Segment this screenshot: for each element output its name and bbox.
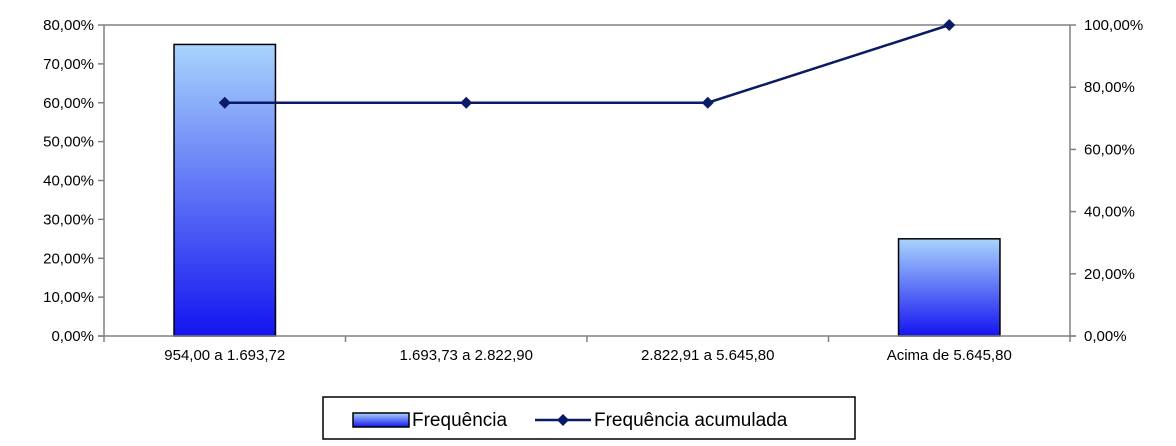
y-right-tick-label: 100,00% — [1084, 17, 1143, 34]
bar — [173, 43, 277, 337]
y-left-tick-label: 0,00% — [51, 328, 94, 345]
y-right-tick-label: 60,00% — [1084, 141, 1135, 158]
y-left-tick-label: 20,00% — [43, 250, 94, 267]
y-left-tick-label: 40,00% — [43, 173, 94, 190]
cumulative-line — [224, 23, 950, 104]
y-right-tick-label: 40,00% — [1084, 204, 1135, 221]
legend-marker-acumulada — [557, 414, 569, 426]
y-left-tick-label: 50,00% — [43, 134, 94, 151]
x-tick-label: Acima de 5.645,80 — [887, 347, 1012, 364]
y-right-tick-label: 0,00% — [1084, 328, 1127, 345]
x-tick-label: 1.693,73 a 2.822,90 — [400, 347, 533, 364]
bar — [897, 238, 1001, 337]
x-tick-label: 954,00 a 1.693,72 — [164, 347, 285, 364]
legend-label-acumulada: Frequência acumulada — [594, 410, 788, 431]
x-tick-label: 2.822,91 a 5.645,80 — [641, 347, 774, 364]
legend-swatch-frequencia — [352, 412, 410, 428]
y-left-tick-label: 70,00% — [43, 56, 94, 73]
y-right-tick-label: 80,00% — [1084, 79, 1135, 96]
legend-label-frequencia: Frequência — [412, 410, 507, 431]
y-left-tick-label: 80,00% — [43, 17, 94, 34]
legend-box — [322, 396, 856, 440]
y-left-tick-label: 60,00% — [43, 95, 94, 112]
y-left-tick-label: 10,00% — [43, 289, 94, 306]
line-point — [460, 96, 473, 109]
legend: Frequência Frequência acumulada — [322, 396, 856, 440]
line-point — [943, 19, 956, 31]
line-point — [701, 96, 714, 109]
y-left-tick-label: 30,00% — [43, 211, 94, 228]
y-right-tick-label: 20,00% — [1084, 266, 1135, 283]
line-point — [218, 96, 231, 109]
